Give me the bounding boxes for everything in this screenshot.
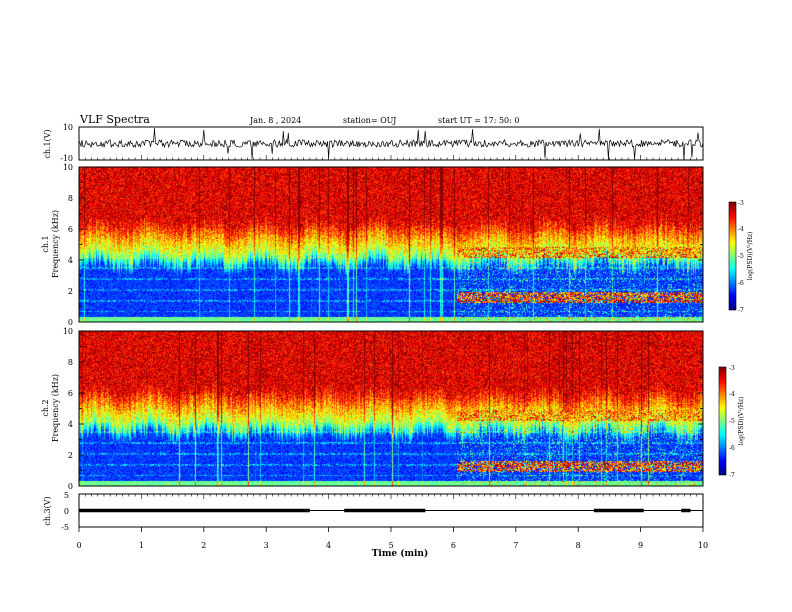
ch1-colorbar: -3 -4 -5 -6 -7 log(PSD)(V²/Hz) (728, 200, 754, 314)
x-tick-label: 1 (139, 541, 144, 550)
figure-title: VLF Spectra (79, 113, 150, 126)
date-label: Jan. 8 , 2024 (249, 116, 301, 125)
ch1-spectrogram-panel: ch.1 Frequency (kHz) 0 2 4 6 8 10 (41, 163, 704, 327)
ch1-cbar-tick-m4: -4 (738, 226, 744, 233)
ch2-spectrogram-panel: ch.2 Frequency (kHz) 0 2 4 6 8 10 (41, 327, 704, 491)
ch3-level-panel: ch.3(V) 5 0 -5 0 1 2 3 4 5 6 7 8 9 10 Time (min) (43, 155, 708, 559)
ch1-waveform-ylabel: ch.1(V) (43, 129, 52, 158)
ch1-cbar-tick-m7: -7 (738, 307, 744, 314)
ch3-ytick-m5: -5 (61, 523, 69, 532)
ch1-cbar-tick-m3: -3 (738, 200, 744, 207)
ch1-waveform-ytick-bottom: -10 (60, 154, 73, 163)
ch1-ytick-8: 8 (68, 194, 73, 203)
start-time-label: start UT = 17: 50: 0 (438, 116, 519, 125)
station-label: station= OUJ (343, 116, 396, 125)
ch1-ytick-2: 2 (68, 287, 73, 296)
ch1-waveform-ytick-top: 10 (63, 123, 73, 132)
ch3-level-ylabel: ch.3(V) (43, 496, 52, 525)
ch1-ytick-4: 4 (68, 256, 73, 265)
x-tick-label: 9 (638, 541, 643, 550)
ch2-colorbar-wrap (719, 367, 726, 475)
ch1-spectrogram-ylabel: Frequency (kHz) (51, 210, 60, 278)
ch1-spectrogram-ylabel-channel: ch.1 (41, 235, 50, 252)
x-tick-label: 2 (201, 541, 206, 550)
ch2-cbar-tick-m6: -6 (729, 445, 735, 452)
ch2-spectrogram-ylabel: Frequency (kHz) (51, 374, 60, 442)
x-tick-label: 6 (451, 541, 456, 550)
ch2-spectrogram-canvas-wrap (79, 331, 703, 486)
ch2-ytick-6: 6 (68, 389, 73, 398)
x-axis-label: Time (min) (372, 548, 429, 559)
ch1-cbar-tick-m5: -5 (738, 253, 744, 260)
ch2-spectrogram-ylabel-channel: ch.2 (41, 399, 50, 416)
ch1-spectrogram-ticks (79, 166, 703, 323)
ch1-waveform-trace (78, 127, 704, 160)
ch1-ytick-6: 6 (68, 225, 73, 234)
ch2-colorbar: -3 -4 -5 -6 -7 log(PSD)(V²/Hz) (718, 365, 745, 479)
ch1-waveform-panel: ch.1(V) 10 -10 (43, 123, 704, 163)
x-tick-label: 3 (264, 541, 269, 550)
ch2-ytick-8: 8 (68, 358, 73, 367)
ch1-cbar-tick-m6: -6 (738, 280, 744, 287)
ch2-colorbar-frame (718, 366, 727, 476)
ch2-spectrogram-ticks (79, 330, 703, 487)
x-tick-label: 4 (326, 541, 331, 550)
ch1-waveform-line (78, 127, 704, 160)
ch1-colorbar-frame (728, 201, 737, 311)
ch2-colorbar-gradient (719, 367, 726, 475)
ch2-cbar-tick-m5: -5 (729, 418, 735, 425)
ch1-spectrogram-image (79, 167, 703, 322)
x-tick-label: 7 (513, 541, 518, 550)
ch2-ytick-4: 4 (68, 420, 73, 429)
x-tick-label: 0 (76, 541, 81, 550)
ch1-colorbar-wrap (729, 202, 736, 310)
ch2-spectrogram-image (79, 331, 703, 486)
time-axis-tick-labels: 0 1 2 3 4 5 6 7 8 9 10 (76, 541, 708, 550)
ch2-ytick-10: 10 (63, 327, 73, 336)
ch3-ytick-5: 5 (64, 491, 69, 500)
ch2-ytick-2: 2 (68, 451, 73, 460)
ch2-cbar-tick-m3: -3 (729, 365, 735, 372)
x-tick-label: 5 (388, 541, 393, 550)
ch3-ytick-0: 0 (64, 507, 69, 516)
ch1-ytick-0: 0 (68, 318, 73, 327)
ch2-cbar-tick-m7: -7 (729, 472, 735, 479)
ch1-colorbar-gradient (729, 202, 736, 310)
x-tick-label: 8 (576, 541, 581, 550)
ch1-ytick-10: 10 (63, 163, 73, 172)
ch2-cbar-tick-m4: -4 (729, 391, 735, 398)
ch2-colorbar-label: log(PSD)(V²/Hz) (738, 397, 745, 446)
ch3-level-ticks (78, 155, 704, 532)
x-tick-label: 10 (698, 541, 708, 550)
ch2-ytick-0: 0 (68, 482, 73, 491)
ch1-spectrogram-canvas-wrap (79, 167, 703, 322)
ch1-colorbar-label: log(PSD)(V²/Hz) (747, 232, 754, 281)
